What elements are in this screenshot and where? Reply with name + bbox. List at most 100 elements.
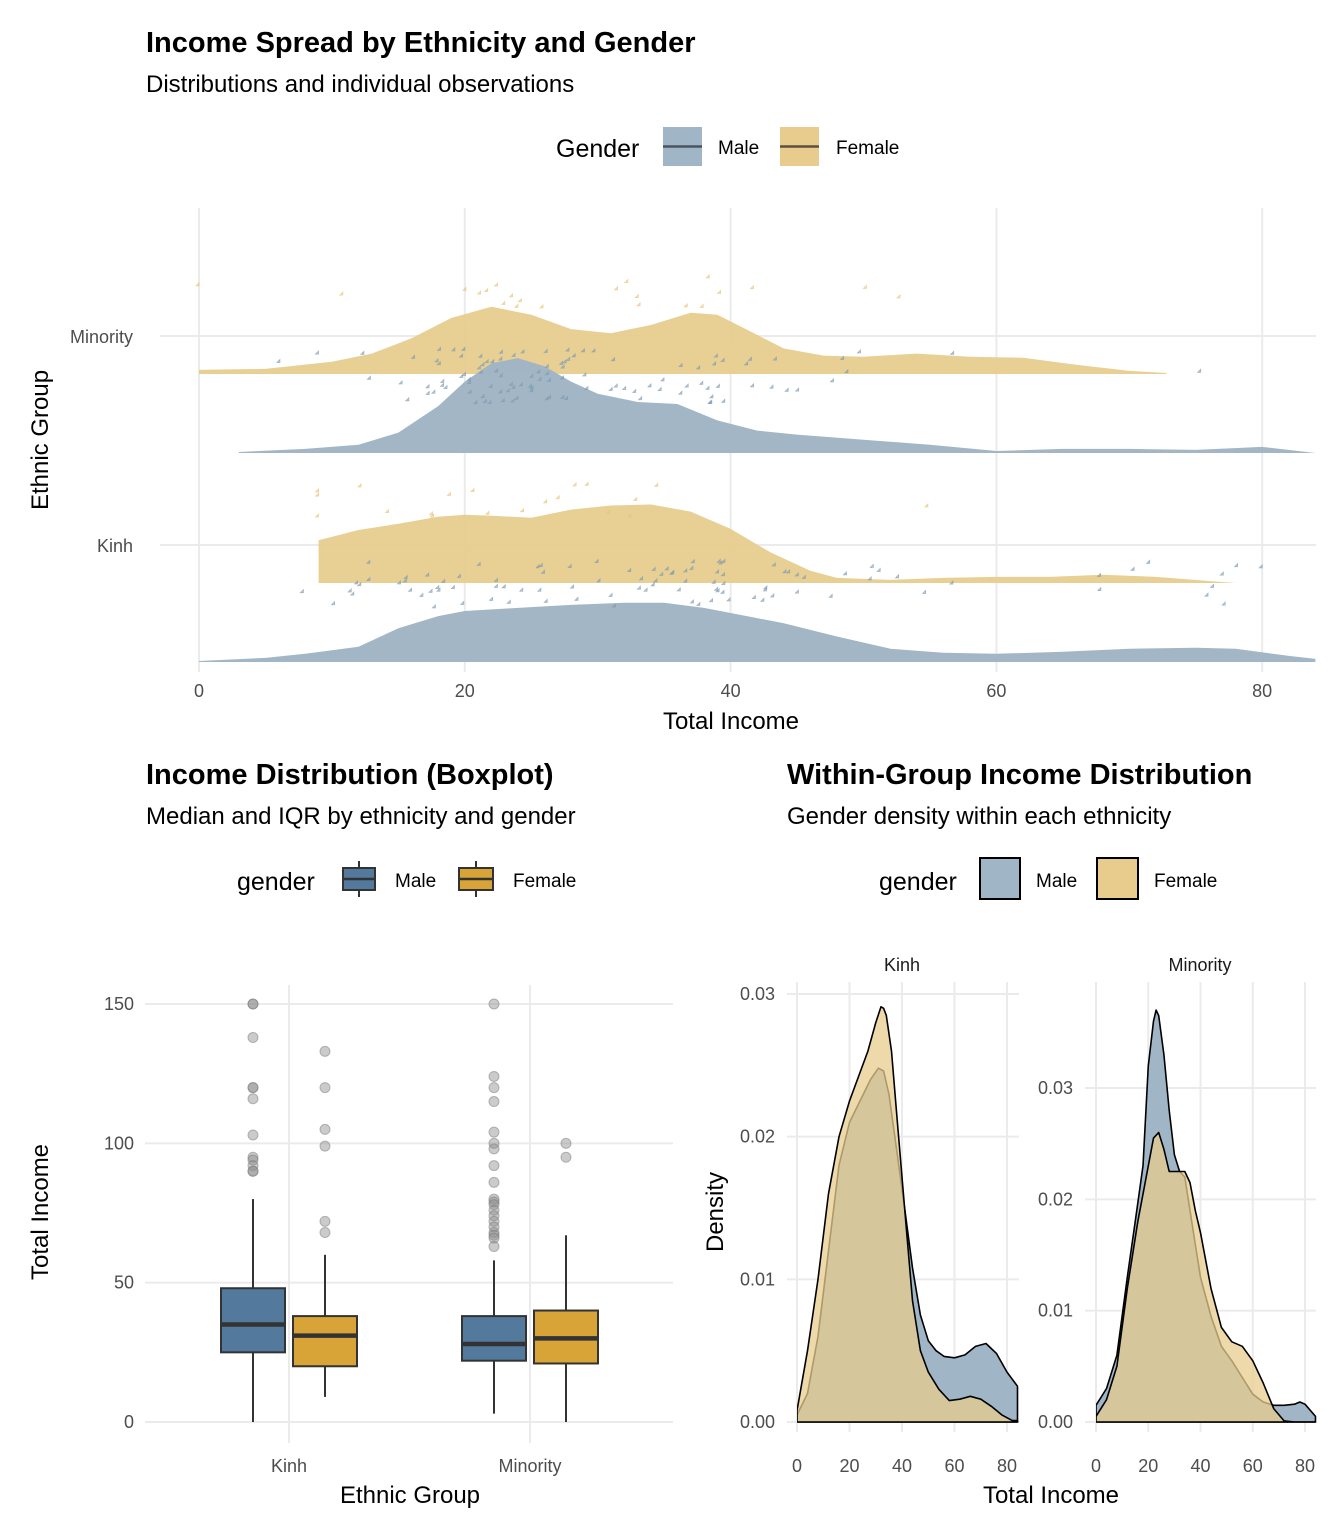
observation-point-male (720, 580, 726, 586)
x-tick-label: 0 (792, 1456, 802, 1476)
observation-point-male (794, 572, 799, 577)
y-tick-label: 0.00 (1038, 1412, 1073, 1432)
observation-point-male (637, 395, 643, 401)
outlier-point (247, 1093, 259, 1105)
facet-label-minority: Minority (1168, 955, 1231, 975)
observation-point-female (613, 285, 619, 291)
observation-point-male (493, 577, 498, 582)
observation-point-female (476, 290, 482, 295)
observation-point-female (705, 273, 710, 279)
outlier-point (247, 1082, 259, 1094)
observation-point-male (608, 386, 613, 391)
observation-point-male (839, 355, 845, 360)
observation-point-male (1130, 566, 1135, 571)
observation-point-male (626, 567, 632, 573)
facet-label-kinh: Kinh (884, 955, 920, 975)
observation-point-male (511, 352, 516, 357)
observation-point-male (771, 561, 776, 567)
x-tick-label: 20 (839, 1456, 859, 1476)
observation-point-male (565, 347, 570, 352)
observation-point-male (594, 558, 599, 564)
observation-point-male (716, 558, 721, 563)
observation-point-male (867, 575, 872, 581)
observation-point-male (536, 587, 542, 592)
observation-point-male (784, 387, 789, 392)
x-tick-label: 80 (1295, 1456, 1315, 1476)
observation-point-male (466, 376, 471, 381)
observation-point-female (483, 287, 489, 293)
outlier-point (488, 1199, 500, 1211)
observation-point-male (747, 356, 752, 361)
raincloud-panel: Income Spread by Ethnicity and Gender Di… (27, 27, 1316, 735)
density-curve-minority-female (1096, 1131, 1317, 1423)
boxplot-panel: Income Distribution (Boxplot) Median and… (27, 759, 673, 1509)
density-ridge-minority-male (238, 358, 1316, 453)
observation-point-male (676, 586, 681, 592)
observation-point-male (477, 353, 483, 358)
observation-point-male (678, 362, 683, 368)
observation-point-male (921, 589, 927, 594)
observation-point-male (510, 398, 515, 403)
observation-point-male (431, 603, 436, 609)
observation-point-male (407, 587, 413, 592)
observation-point-male (518, 587, 524, 592)
density-y-title: Density (702, 1172, 729, 1252)
observation-point-male (562, 358, 567, 364)
outlier-point (319, 1082, 331, 1094)
observation-point-male (404, 396, 410, 402)
observation-point-male (785, 569, 791, 574)
observation-point-female (634, 293, 639, 299)
observation-point-female (462, 286, 467, 291)
outlier-point (488, 1143, 500, 1155)
observation-point-male (514, 395, 519, 400)
observation-point-male (436, 346, 441, 351)
x-tick-label: 60 (944, 1456, 964, 1476)
observation-point-male (1219, 571, 1224, 576)
outlier-point (488, 1210, 500, 1222)
outlier-point (488, 1196, 500, 1208)
observation-point-male (829, 377, 834, 383)
observation-point-female (542, 498, 548, 504)
observation-point-male (749, 382, 755, 388)
observation-point-male (856, 349, 861, 354)
observation-point-male (476, 561, 481, 566)
iqr-box (292, 1315, 358, 1368)
observation-point-male (498, 349, 503, 354)
observation-point-male (647, 382, 652, 388)
outlier-point (560, 1137, 572, 1149)
observation-point-male (682, 578, 688, 583)
outlier-point (488, 1126, 500, 1138)
observation-point-female (519, 507, 525, 513)
boxplot-y-ticks: 0 50 100 150 (104, 994, 134, 1432)
observation-point-male (480, 361, 485, 367)
observation-point-male (751, 594, 756, 600)
observation-point-male (948, 580, 954, 585)
observation-point-male (608, 592, 613, 597)
x-tick-label: 40 (1190, 1456, 1210, 1476)
observation-point-male (563, 395, 569, 401)
y-tick-label: 150 (104, 994, 134, 1014)
outlier-point (319, 1140, 331, 1152)
observation-point-male (520, 349, 525, 354)
observation-point-male (894, 573, 900, 579)
observation-point-male (1204, 592, 1209, 597)
observation-point-female (539, 303, 544, 309)
y-tick-label: 0.02 (740, 1127, 775, 1147)
outlier-point (560, 1151, 572, 1163)
observation-point-female (314, 513, 320, 518)
box-kinh-male (220, 998, 286, 1422)
observation-point-male (695, 365, 701, 370)
observation-point-male (698, 380, 704, 385)
x-tick-label: 40 (721, 681, 741, 701)
observation-point-male (590, 348, 596, 353)
observation-point-male (440, 578, 446, 583)
observation-point-male (476, 364, 481, 370)
observation-point-male (484, 358, 489, 364)
x-tick-label: 60 (1243, 1456, 1263, 1476)
observation-point-male (538, 562, 543, 568)
observation-point-female (584, 481, 589, 486)
x-tick-label: 60 (986, 681, 1006, 701)
density-areas (1096, 1009, 1317, 1423)
boxplot-gridlines (145, 985, 673, 1443)
y-tick-kinh: Kinh (97, 536, 133, 556)
